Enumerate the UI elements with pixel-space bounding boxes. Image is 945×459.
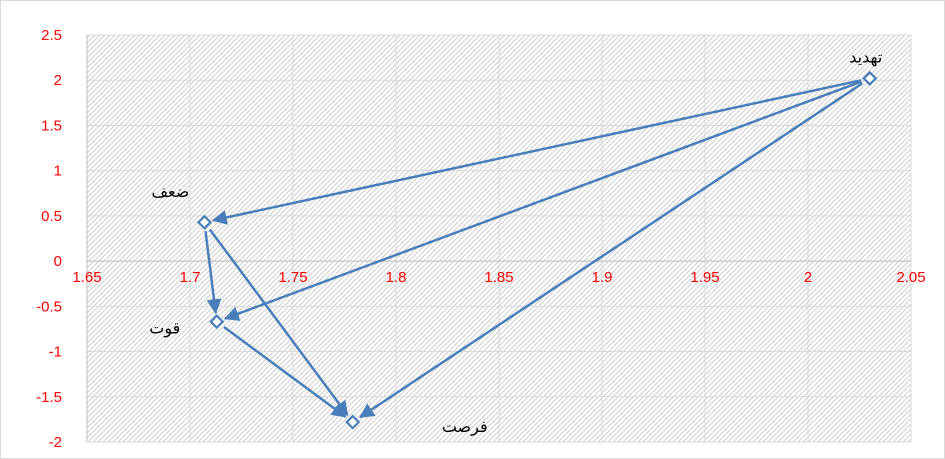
y-tick-label: -0.5 (36, 298, 62, 315)
y-tick-label: 0.5 (41, 208, 62, 225)
y-tick-label: -1.5 (36, 389, 62, 406)
y-tick-label: -2 (49, 434, 62, 451)
data-points (196, 70, 878, 430)
point-label: ضعف (151, 182, 189, 201)
arrow (223, 80, 862, 321)
arrow (223, 326, 347, 418)
axis-lines (86, 35, 911, 442)
point-label: قوت (149, 319, 180, 339)
arrows (204, 79, 863, 419)
y-tick-label: 1 (54, 163, 62, 180)
point-labels: تهدید ضعف قوت فرصت (149, 47, 882, 437)
x-axis-ticks: 1.65 1.7 1.75 1.8 1.85 1.9 1.95 2 2.05 (72, 269, 925, 286)
x-tick-label: 1.75 (278, 269, 307, 286)
y-tick-label: 1.5 (41, 117, 62, 134)
y-axis-ticks: 2.5 2 1.5 1 0.5 0 -0.5 -1 -1.5 -2 (36, 27, 62, 451)
x-tick-label: 1.7 (180, 269, 201, 286)
arrow (208, 228, 349, 417)
x-tick-label: 2 (804, 269, 812, 286)
arrow (358, 82, 863, 419)
arrow (204, 230, 222, 315)
data-point (209, 314, 225, 330)
y-tick-label: -1 (49, 344, 62, 361)
data-point (862, 70, 878, 86)
point-label: تهدید (849, 47, 882, 67)
arrow (211, 79, 862, 225)
x-tick-label: 1.95 (690, 269, 719, 286)
x-tick-label: 1.8 (386, 269, 407, 286)
y-tick-label: 0 (54, 253, 62, 270)
x-tick-label: 2.05 (896, 269, 925, 286)
x-tick-label: 1.9 (592, 269, 613, 286)
data-point (196, 214, 212, 230)
y-tick-label: 2.5 (41, 27, 62, 44)
x-tick-label: 1.65 (72, 269, 101, 286)
point-label: فرصت (442, 417, 488, 437)
data-point (345, 414, 361, 430)
y-tick-label: 2 (54, 72, 62, 89)
x-tick-label: 1.85 (484, 269, 513, 286)
